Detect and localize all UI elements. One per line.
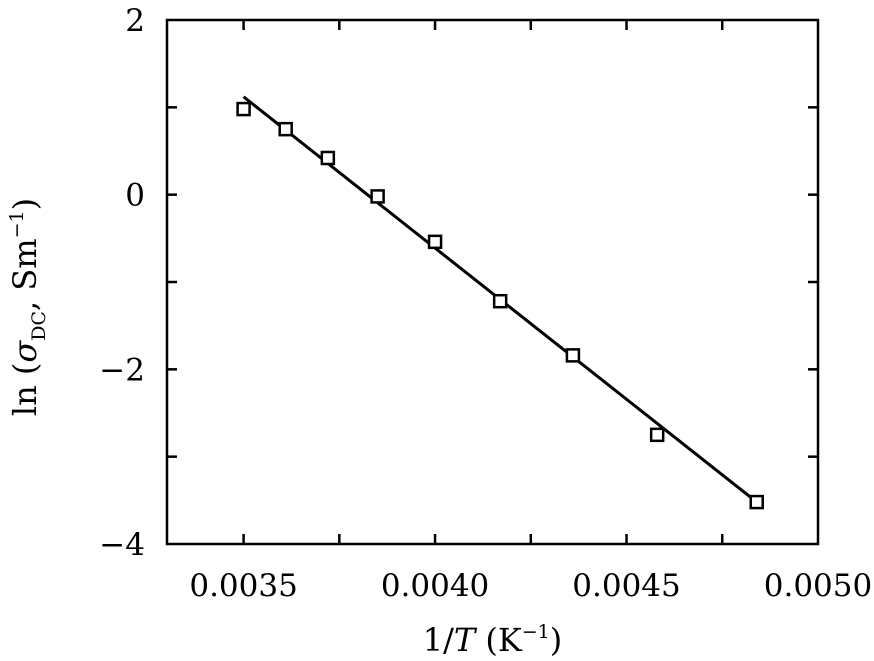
tick-labels: 0.0035 0.0040 0.0045 0.0050 2 0 −2 −4 [99,3,872,604]
y-tick-label: 2 [125,3,145,39]
x-axis-title-prefix: 1/ [423,621,454,659]
y-tick-label: 0 [125,178,145,214]
x-tick-label: 0.0035 [189,568,297,604]
y-axis-title-suffix: ) [6,198,44,210]
y-axis-title-prefix: ln ( [6,363,44,417]
axis-ticks [167,20,818,544]
y-axis-title-mid: , Sm [6,238,44,311]
y-axis-title: ln (σDC, Sm−1) [6,198,50,416]
y-axis-title-subscript: DC [28,311,50,341]
data-point [649,427,665,443]
data-point [236,101,251,117]
y-axis-title-superscript: −1 [6,210,28,238]
x-axis-title-variable: T [454,621,478,659]
x-axis-title-unit-sup: −1 [522,621,550,643]
x-axis-title-unit-close: ) [550,621,562,659]
y-tick-label: −2 [99,352,145,388]
y-axis-title-variable: σ [6,340,44,363]
data-point [749,494,764,510]
data-point [565,348,581,363]
data-points [236,101,764,510]
plot-frame [165,18,820,546]
x-tick-label: 0.0045 [572,568,680,604]
x-axis-title-unit-open: (K [475,621,523,659]
x-axis-title: 1/T (K−1) [423,621,563,659]
x-tick-label: 0.0050 [764,568,872,604]
y-tick-label: −4 [99,527,145,563]
data-point [320,150,336,166]
data-point [427,234,443,250]
x-tick-label: 0.0040 [381,568,489,604]
data-point [492,293,508,309]
data-point [370,189,385,204]
data-point [278,121,293,137]
